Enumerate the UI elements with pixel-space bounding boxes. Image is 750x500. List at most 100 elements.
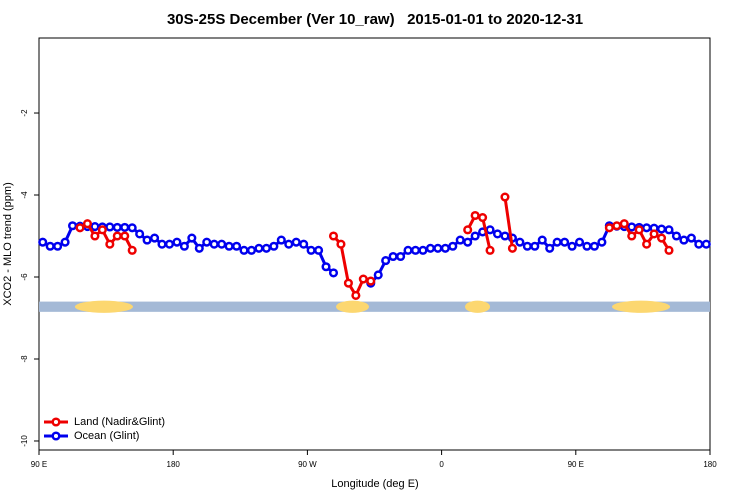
series-point — [388, 251, 398, 262]
x-tick-label: 180 — [167, 460, 181, 469]
series-point — [328, 268, 339, 278]
series-point — [299, 239, 309, 249]
series-point — [418, 245, 428, 255]
ocean-band — [39, 301, 710, 312]
series-point — [336, 239, 346, 249]
series-point — [410, 245, 421, 255]
series-point — [560, 237, 570, 247]
x-tick-label: 90 E — [568, 460, 584, 469]
plot-frame — [38, 37, 711, 451]
x-tick-label: 90 W — [298, 460, 317, 469]
series-point — [671, 231, 682, 241]
series-point — [276, 235, 286, 245]
series-point — [82, 219, 93, 229]
series-point — [694, 239, 704, 249]
y-tick-label: -6 — [20, 273, 29, 281]
y-tick-label: -2 — [20, 109, 29, 117]
series-point — [194, 243, 204, 253]
series-point — [314, 245, 324, 255]
series-point — [381, 256, 391, 266]
series-point — [164, 239, 175, 249]
series-point — [45, 241, 55, 251]
series-point — [478, 213, 488, 223]
series-point — [664, 225, 674, 235]
series-point — [545, 243, 555, 253]
land-band — [465, 300, 491, 313]
series-point — [187, 233, 197, 243]
series-point — [284, 239, 294, 249]
series-point — [470, 231, 480, 241]
series-point — [448, 241, 458, 251]
series-point — [105, 222, 115, 232]
series-point — [515, 237, 525, 247]
series-point — [68, 221, 78, 231]
series-point — [589, 241, 599, 251]
series-point — [679, 235, 689, 245]
series-point — [306, 245, 316, 255]
series-point — [135, 229, 145, 239]
series-point — [582, 241, 592, 251]
x-tick-label: 0 — [439, 460, 444, 469]
series-point — [612, 221, 622, 231]
series-point — [142, 235, 152, 245]
series-point — [60, 237, 70, 247]
series-point — [105, 239, 115, 249]
land-band — [74, 300, 133, 313]
legend-marker — [51, 431, 61, 441]
series-point — [649, 229, 659, 239]
x-tick-label: 90 E — [31, 460, 47, 469]
series-point — [291, 237, 301, 247]
series-point — [485, 225, 495, 235]
series-point — [90, 231, 100, 241]
series-point — [209, 239, 219, 249]
series-point — [425, 243, 435, 253]
series-point — [217, 239, 227, 249]
series-point — [150, 233, 160, 243]
series-point — [440, 243, 450, 253]
series-point — [507, 243, 517, 253]
series-point — [120, 231, 130, 241]
series-point — [396, 251, 406, 262]
series-point — [642, 239, 652, 249]
series-point — [328, 231, 339, 241]
series-point — [597, 237, 607, 247]
series-point — [500, 192, 510, 202]
series-point — [485, 245, 495, 255]
series-point — [224, 241, 234, 251]
series-point — [53, 241, 63, 251]
series-point — [232, 241, 242, 251]
y-tick-label: -8 — [20, 355, 29, 363]
series-point — [351, 290, 361, 300]
series-point — [239, 245, 249, 255]
series-point — [112, 222, 122, 232]
series-point — [172, 237, 182, 247]
series-point — [470, 210, 480, 221]
series-point — [127, 223, 137, 233]
series-point — [642, 223, 652, 233]
series-point — [261, 243, 271, 253]
series-point — [567, 241, 577, 251]
series-point — [627, 231, 637, 241]
series-point — [90, 222, 100, 232]
series-point — [127, 245, 137, 255]
series-point — [664, 245, 674, 255]
land-band — [336, 300, 369, 313]
series-point — [112, 231, 122, 241]
series-point — [619, 219, 629, 229]
series-point — [455, 235, 465, 245]
chart-title: 30S-25S December (Ver 10_raw) 2015-01-01… — [167, 11, 583, 28]
series-point — [179, 241, 189, 251]
y-tick-label: -10 — [20, 435, 29, 447]
series-point — [522, 241, 532, 251]
series-point — [574, 237, 585, 247]
series-point — [656, 224, 667, 234]
series-point — [373, 270, 383, 280]
series-point — [604, 223, 614, 233]
series-point — [75, 223, 85, 233]
series-point — [537, 235, 547, 245]
series-point — [463, 225, 473, 235]
series-point — [343, 278, 353, 288]
x-tick-label: 180 — [703, 460, 717, 469]
series-point — [403, 245, 413, 255]
